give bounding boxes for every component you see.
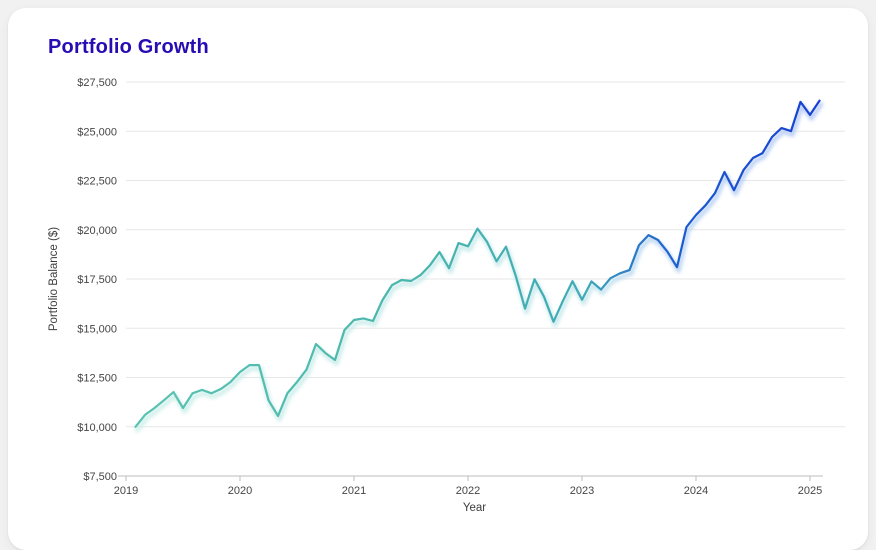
x-axis-title: Year (463, 502, 486, 514)
x-tick-label: 2025 (798, 485, 822, 497)
x-tick-label: 2020 (228, 485, 252, 497)
x-tick-label: 2021 (342, 485, 366, 497)
y-tick-label: $7,500 (83, 471, 117, 483)
portfolio-line-glow (134, 101, 824, 433)
x-tick-label: 2022 (456, 485, 480, 497)
y-axis-title: Portfolio Balance ($) (48, 227, 60, 331)
chart-title: Portfolio Growth (48, 36, 209, 58)
y-tick-label: $22,500 (77, 176, 117, 188)
portfolio-line (134, 99, 821, 428)
x-tick-label: 2024 (684, 485, 708, 497)
y-tick-label: $12,500 (77, 373, 117, 385)
screenshot-root: Portfolio Growth $7,500 $10,000 $12,500 $15… (8, 8, 868, 550)
y-tick-label: $25,000 (77, 126, 117, 138)
x-tick-label: 2019 (114, 485, 138, 497)
portfolio-growth-chart: $7,500 $10,000 $12,500 $15,000 $17,500 $20,00… (48, 77, 845, 514)
x-tick-label: 2023 (570, 485, 594, 497)
y-tick-label: $10,000 (77, 422, 117, 434)
y-tick-label: $20,000 (77, 225, 117, 237)
y-tick-label: $17,500 (77, 274, 117, 286)
y-tick-label: $27,500 (77, 77, 117, 89)
y-tick-label: $15,000 (77, 323, 117, 335)
